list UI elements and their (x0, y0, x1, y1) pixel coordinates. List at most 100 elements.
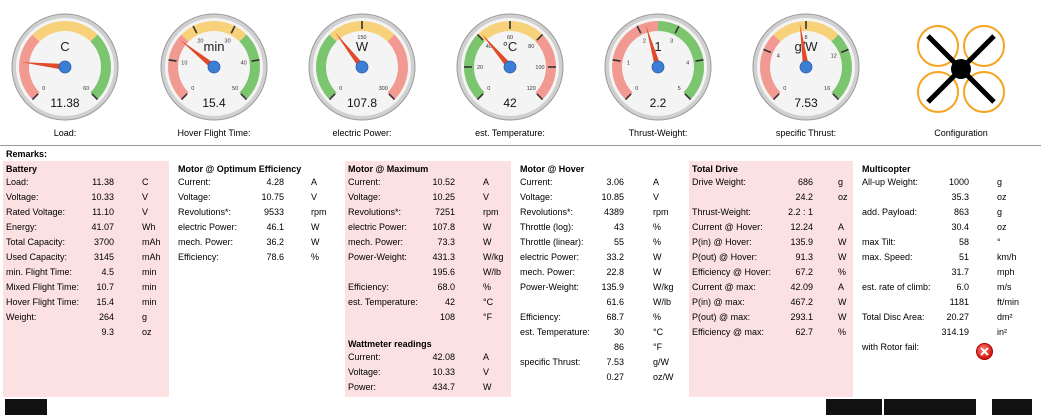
row-unit: % (311, 252, 320, 262)
multicopter-row: 30.4 oz (859, 220, 1039, 235)
row-value: 135.9 (601, 282, 624, 292)
gauge-value: 15.4 (202, 96, 226, 110)
row-label: est. rate of climb: (862, 282, 931, 292)
wattmeter-title: Wattmeter readings (348, 339, 432, 349)
battery-row: Rated Voltage: 11.10 V (3, 205, 169, 220)
row-value: 10.75 (261, 192, 284, 202)
row-unit: min (142, 297, 157, 307)
row-unit: oz/W (653, 372, 674, 382)
row-value: 108 (439, 312, 455, 322)
row-value: 42.08 (432, 352, 455, 362)
gauge-value: 7.53 (794, 96, 818, 110)
gauge-needle (799, 23, 809, 68)
row-label: Revolutions*: (348, 207, 402, 217)
rotor-fail-icon (976, 343, 993, 360)
row-value: 1000 (948, 177, 969, 187)
gauge-tick (536, 33, 544, 41)
multicopter-row: max Tilt: 58 ° (859, 235, 1039, 250)
row-unit: °C (483, 297, 494, 307)
gauge-hub (58, 60, 72, 74)
row-label: Efficiency: (348, 282, 389, 292)
drive-row: P(out) @ max: 293.1 W (689, 310, 853, 325)
gauge-tick (832, 93, 840, 101)
row-unit: % (653, 237, 662, 247)
section-divider (0, 145, 1041, 146)
gauge-row: 0 60 C 11.38 Load: 0 10 20 30 40 50 min 15.4 Hover Fl… (0, 0, 1041, 146)
row-label: All-up Weight: (862, 177, 918, 187)
row-label: Total Capacity: (6, 237, 66, 247)
remarks-label: Remarks: (6, 149, 48, 159)
optimum-row: Efficiency: 78.6% (175, 250, 341, 265)
maximum-row: Power-Weight: 431.3 W/kg (345, 250, 511, 265)
row-value: 0.27 (606, 372, 624, 382)
gauge-band-yellow (477, 21, 543, 42)
row-label: Voltage: (520, 192, 553, 202)
gauge-value: 2.2 (650, 96, 667, 110)
gauge-tick (476, 33, 484, 41)
row-value: 107.8 (432, 222, 455, 232)
bottom-button-1[interactable] (826, 399, 882, 415)
gauge-tick (772, 93, 780, 101)
gauge-tick (240, 93, 248, 101)
row-unit: W (311, 237, 320, 247)
drive-row: P(in) @ max: 467.2 W (689, 295, 853, 310)
row-label: P(out) @ max: (692, 312, 751, 322)
gauge-tick (192, 25, 198, 34)
gauge-band-green (658, 21, 704, 100)
battery-row: Hover Flight Time: 15.4 min (3, 295, 169, 310)
row-unit: oz (142, 327, 152, 337)
row-unit: A (483, 352, 490, 362)
gauge-tick (684, 93, 692, 101)
gauge-tick-label: 20 (197, 38, 203, 44)
gauge-tick-label: 20 (477, 65, 483, 71)
gauge-band-green (239, 34, 260, 100)
configuration-display[interactable]: Configuration (906, 14, 1016, 144)
multicopter-row: with Rotor fail: (859, 340, 1039, 355)
gauge-band-green (316, 34, 337, 100)
row-label: specific Thrust: (520, 357, 581, 367)
hover-row: mech. Power: 22.8 W (517, 265, 683, 280)
row-value: 31.7 (951, 267, 969, 277)
gauge-specific-thrust: 0 4 8 12 16 g/W 7.53 specific Thrust: (751, 12, 861, 144)
row-unit: W (653, 252, 662, 262)
hover-row: 61.6 W/lb (517, 295, 683, 310)
row-value: 314.19 (941, 327, 969, 337)
row-unit: % (653, 222, 662, 232)
row-value: 24.2 (795, 192, 813, 202)
gauge-tick-label: 8 (804, 35, 807, 41)
battery-row: Energy: 41.07 Wh (3, 220, 169, 235)
bottom-button-2[interactable] (884, 399, 976, 415)
gauge-load: 0 60 C 11.38 Load: (10, 12, 120, 144)
row-unit: % (838, 327, 847, 337)
row-unit: W (838, 252, 847, 262)
row-label: add. Payload: (862, 207, 918, 217)
gauge-caption: Thrust-Weight: (628, 128, 688, 138)
row-unit: V (311, 192, 318, 202)
row-value: 863 (953, 207, 969, 217)
gauge-load-dial: 0 60 C 11.38 (11, 13, 119, 121)
gauge-tick-label: 0 (42, 86, 45, 92)
gauge-tick-label: 0 (635, 86, 638, 92)
maximum-title: Motor @ Maximum (348, 164, 429, 174)
row-unit: A (483, 177, 490, 187)
gauge-tick-label: 0 (783, 86, 786, 92)
row-label: electric Power: (178, 222, 238, 232)
row-unit: V (653, 192, 660, 202)
row-unit: ft/min (997, 297, 1020, 307)
gauge-tick (695, 59, 704, 62)
drive-row: Current @ max: 42.09 A (689, 280, 853, 295)
row-label: Power-Weight: (520, 282, 579, 292)
bottom-button-3[interactable] (992, 399, 1032, 415)
maximum-row: electric Power: 107.8 W (345, 220, 511, 235)
row-value: 3.06 (606, 177, 624, 187)
gauge-hub (651, 60, 665, 74)
bottom-left-button[interactable] (5, 399, 47, 415)
gauge-needle (335, 32, 365, 69)
drive-row: Current @ Hover: 12.24 A (689, 220, 853, 235)
hover-row: specific Thrust: 7.53 g/W (517, 355, 683, 370)
gauge-hub (207, 60, 221, 74)
gauge-tick-label: 5 (678, 86, 681, 92)
multicopter-row: 31.7 mph (859, 265, 1039, 280)
row-label: electric Power: (520, 252, 580, 262)
hover-row: Power-Weight: 135.9 W/kg (517, 280, 683, 295)
